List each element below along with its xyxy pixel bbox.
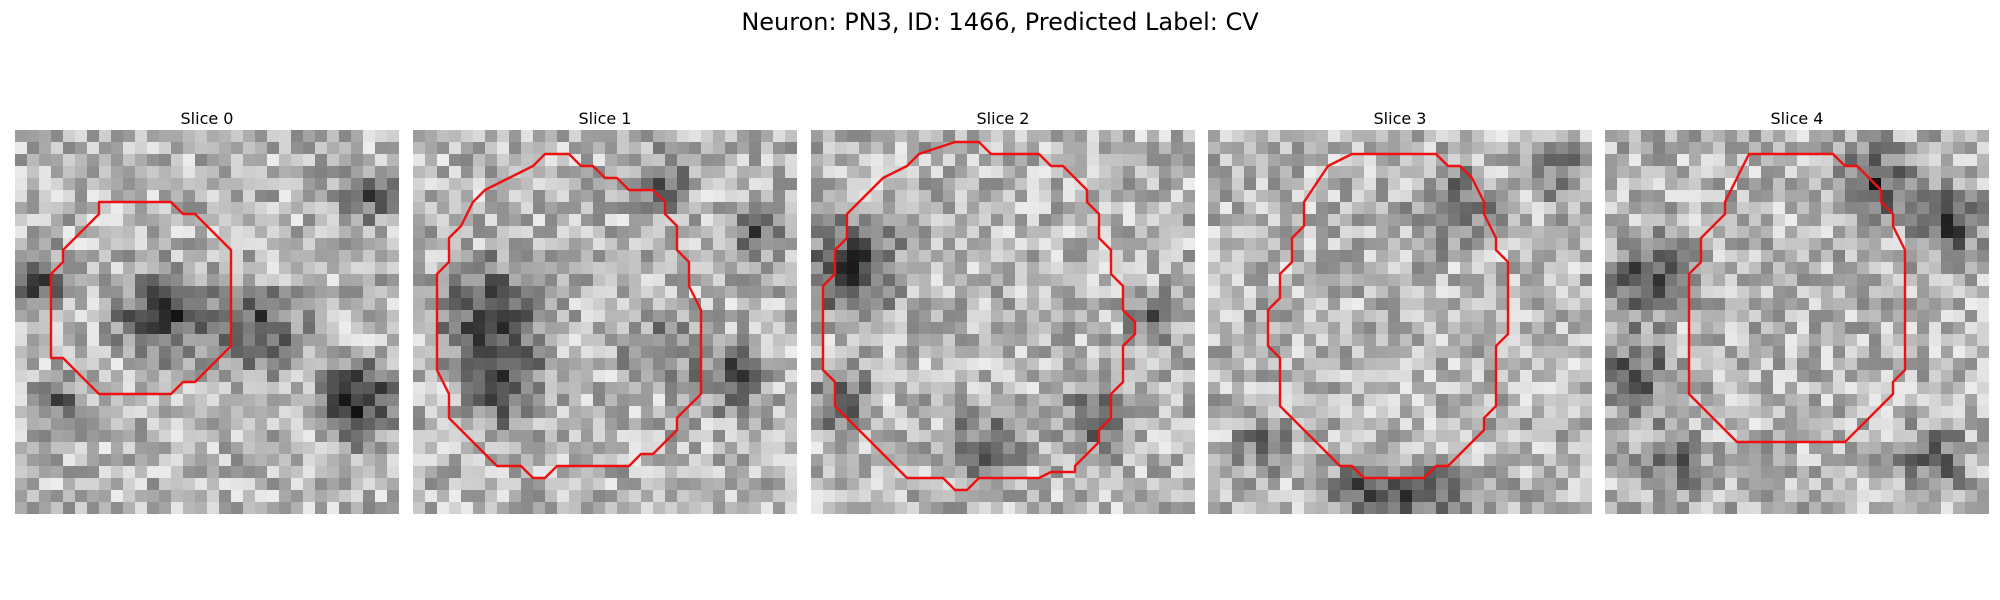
slice-panel-4: Slice 4 [1605,108,1989,514]
slice-panel-0: Slice 0 [15,108,399,514]
slice-panel-1: Slice 1 [413,108,797,514]
slice-image-4 [1605,130,1989,514]
slice-image-3 [1208,130,1592,514]
roi-outline [1687,152,1907,444]
roi-outline [1266,152,1510,480]
roi-outline [435,152,703,480]
pixel-grid [15,130,399,514]
slice-title-3: Slice 3 [1373,109,1427,128]
slice-title-1: Slice 1 [578,109,632,128]
slice-panel-3: Slice 3 [1208,108,1592,514]
figure-title: Neuron: PN3, ID: 1466, Predicted Label: … [741,8,1259,36]
slice-title-2: Slice 2 [976,109,1030,128]
roi-outline [49,200,233,396]
slice-title-0: Slice 0 [180,109,234,128]
slice-image-1 [413,130,797,514]
roi-outline [821,140,1137,492]
slice-panel-2: Slice 2 [811,108,1195,514]
pixel-grid [1605,130,1989,514]
pixel-grid [413,130,797,514]
pixel-grid [1208,130,1592,514]
slice-image-2 [811,130,1195,514]
pixel-grid [811,130,1195,514]
slice-image-0 [15,130,399,514]
slice-title-4: Slice 4 [1770,109,1824,128]
